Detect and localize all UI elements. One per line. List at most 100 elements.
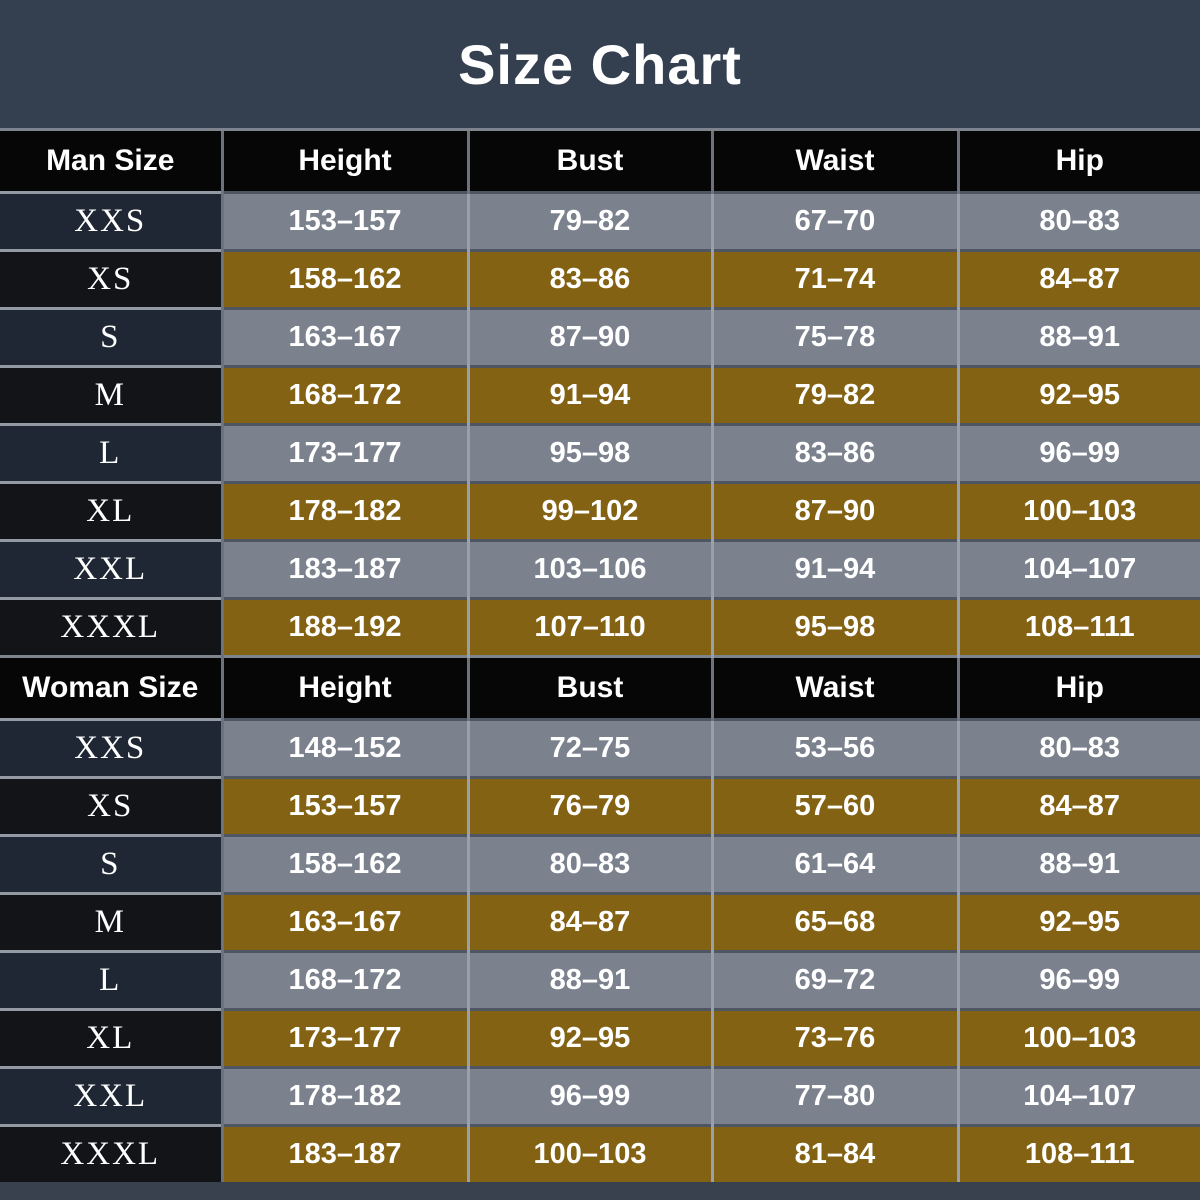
height-cell: 153–157 — [220, 191, 468, 251]
waist-cell: 71–74 — [710, 249, 958, 309]
waist-cell: 61–64 — [710, 834, 958, 894]
waist-cell: 83–86 — [710, 423, 958, 483]
bust-cell: 87–90 — [466, 307, 712, 367]
height-cell: 183–187 — [220, 539, 468, 599]
height-cell: 183–187 — [220, 1124, 468, 1182]
height-cell: 168–172 — [220, 950, 468, 1010]
column-header-hip: Hip — [956, 655, 1200, 720]
title-band: Size Chart — [0, 0, 1200, 128]
height-cell: 163–167 — [220, 892, 468, 952]
size-cell: XS — [0, 776, 222, 836]
waist-cell: 95–98 — [710, 597, 958, 657]
table-row-men-xs: XS 158–162 83–86 71–74 84–87 — [0, 249, 1200, 309]
size-cell: L — [0, 423, 222, 483]
size-cell: S — [0, 307, 222, 367]
hip-cell: 104–107 — [956, 539, 1200, 599]
women-header-row: Woman Size Height Bust Waist Hip — [0, 655, 1200, 720]
waist-cell: 81–84 — [710, 1124, 958, 1182]
table-row-men-xl: XL 178–182 99–102 87–90 100–103 — [0, 481, 1200, 541]
bust-cell: 80–83 — [466, 834, 712, 894]
height-cell: 173–177 — [220, 1008, 468, 1068]
hip-cell: 96–99 — [956, 950, 1200, 1010]
height-cell: 178–182 — [220, 481, 468, 541]
height-cell: 178–182 — [220, 1066, 468, 1126]
waist-cell: 67–70 — [710, 191, 958, 251]
waist-cell: 73–76 — [710, 1008, 958, 1068]
column-header-woman-size: Woman Size — [0, 655, 222, 720]
column-header-height: Height — [220, 128, 468, 193]
bust-cell: 96–99 — [466, 1066, 712, 1126]
column-header-waist: Waist — [710, 128, 958, 193]
bust-cell: 99–102 — [466, 481, 712, 541]
size-cell: XXL — [0, 1066, 222, 1126]
hip-cell: 88–91 — [956, 307, 1200, 367]
height-cell: 148–152 — [220, 718, 468, 778]
table-row-women-m: M 163–167 84–87 65–68 92–95 — [0, 892, 1200, 952]
bust-cell: 72–75 — [466, 718, 712, 778]
size-cell: S — [0, 834, 222, 894]
waist-cell: 87–90 — [710, 481, 958, 541]
waist-cell: 79–82 — [710, 365, 958, 425]
men-header-row: Man Size Height Bust Waist Hip — [0, 128, 1200, 193]
table-row-women-l: L 168–172 88–91 69–72 96–99 — [0, 950, 1200, 1010]
height-cell: 158–162 — [220, 834, 468, 894]
hip-cell: 108–111 — [956, 597, 1200, 657]
height-cell: 158–162 — [220, 249, 468, 309]
size-cell: XXXL — [0, 597, 222, 657]
size-cell: XL — [0, 481, 222, 541]
size-cell: XS — [0, 249, 222, 309]
bust-cell: 84–87 — [466, 892, 712, 952]
waist-cell: 75–78 — [710, 307, 958, 367]
size-cell: XL — [0, 1008, 222, 1068]
size-cell: L — [0, 950, 222, 1010]
bust-cell: 107–110 — [466, 597, 712, 657]
height-cell: 168–172 — [220, 365, 468, 425]
bust-cell: 91–94 — [466, 365, 712, 425]
size-cell: XXXL — [0, 1124, 222, 1182]
waist-cell: 65–68 — [710, 892, 958, 952]
table-row-women-xxl: XXL 178–182 96–99 77–80 104–107 — [0, 1066, 1200, 1126]
size-chart-table: Man Size Height Bust Waist Hip XXS 153–1… — [0, 128, 1200, 1182]
size-cell: XXL — [0, 539, 222, 599]
page-title: Size Chart — [458, 32, 742, 96]
table-row-women-s: S 158–162 80–83 61–64 88–91 — [0, 834, 1200, 894]
table-row-men-xxxl: XXXL 188–192 107–110 95–98 108–111 — [0, 597, 1200, 657]
height-cell: 173–177 — [220, 423, 468, 483]
hip-cell: 88–91 — [956, 834, 1200, 894]
hip-cell: 100–103 — [956, 481, 1200, 541]
column-header-hip: Hip — [956, 128, 1200, 193]
table-row-women-xl: XL 173–177 92–95 73–76 100–103 — [0, 1008, 1200, 1068]
table-row-women-xxs: XXS 148–152 72–75 53–56 80–83 — [0, 718, 1200, 778]
height-cell: 188–192 — [220, 597, 468, 657]
column-header-height: Height — [220, 655, 468, 720]
size-cell: XXS — [0, 191, 222, 251]
column-header-man-size: Man Size — [0, 128, 222, 193]
hip-cell: 96–99 — [956, 423, 1200, 483]
table-row-women-xs: XS 153–157 76–79 57–60 84–87 — [0, 776, 1200, 836]
hip-cell: 80–83 — [956, 718, 1200, 778]
bust-cell: 88–91 — [466, 950, 712, 1010]
height-cell: 163–167 — [220, 307, 468, 367]
bust-cell: 83–86 — [466, 249, 712, 309]
waist-cell: 69–72 — [710, 950, 958, 1010]
hip-cell: 92–95 — [956, 892, 1200, 952]
table-row-men-xxl: XXL 183–187 103–106 91–94 104–107 — [0, 539, 1200, 599]
hip-cell: 92–95 — [956, 365, 1200, 425]
size-cell: XXS — [0, 718, 222, 778]
bust-cell: 100–103 — [466, 1124, 712, 1182]
bust-cell: 76–79 — [466, 776, 712, 836]
hip-cell: 108–111 — [956, 1124, 1200, 1182]
table-row-men-xxs: XXS 153–157 79–82 67–70 80–83 — [0, 191, 1200, 251]
height-cell: 153–157 — [220, 776, 468, 836]
hip-cell: 104–107 — [956, 1066, 1200, 1126]
bust-cell: 79–82 — [466, 191, 712, 251]
table-row-men-l: L 173–177 95–98 83–86 96–99 — [0, 423, 1200, 483]
column-header-waist: Waist — [710, 655, 958, 720]
waist-cell: 53–56 — [710, 718, 958, 778]
size-cell: M — [0, 365, 222, 425]
size-cell: M — [0, 892, 222, 952]
waist-cell: 57–60 — [710, 776, 958, 836]
table-row-men-s: S 163–167 87–90 75–78 88–91 — [0, 307, 1200, 367]
hip-cell: 100–103 — [956, 1008, 1200, 1068]
